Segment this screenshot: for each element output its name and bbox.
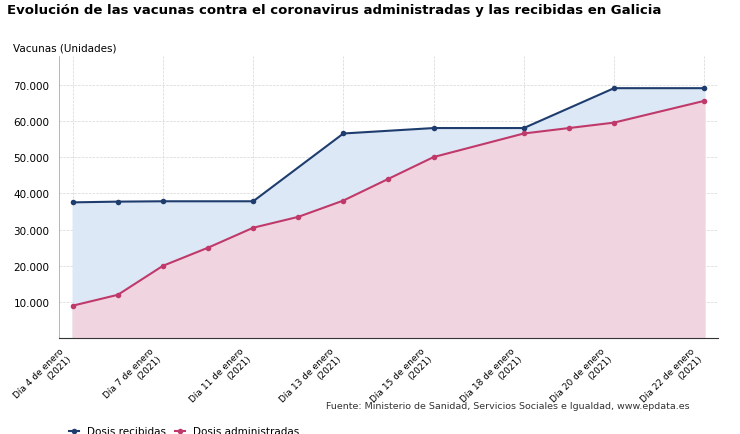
Dosis administradas <box>68 303 77 309</box>
Dosis administradas <box>519 132 528 137</box>
Dosis administradas <box>565 126 574 132</box>
Dosis recibidas <box>68 201 77 206</box>
Dosis recibidas <box>700 86 709 92</box>
Text: Evolución de las vacunas contra el coronavirus administradas y las recibidas en : Evolución de las vacunas contra el coron… <box>7 4 662 17</box>
Text: Fuente: Ministerio de Sanidad, Servicios Sociales e Igualdad, www.epdata.es: Fuente: Ministerio de Sanidad, Servicios… <box>326 401 689 410</box>
Dosis recibidas <box>519 126 528 132</box>
Dosis recibidas <box>113 200 122 205</box>
Dosis administradas <box>158 263 167 269</box>
Dosis recibidas <box>610 86 619 92</box>
Line: Dosis recibidas: Dosis recibidas <box>70 86 707 206</box>
Dosis recibidas <box>249 199 258 204</box>
Dosis administradas <box>204 246 212 251</box>
Dosis recibidas <box>339 132 348 137</box>
Dosis administradas <box>700 99 709 104</box>
Dosis recibidas <box>158 199 167 204</box>
Dosis administradas <box>249 226 258 231</box>
Dosis administradas <box>294 215 303 220</box>
Dosis administradas <box>429 155 438 160</box>
Dosis recibidas <box>429 126 438 132</box>
Line: Dosis administradas: Dosis administradas <box>70 99 707 309</box>
Dosis administradas <box>113 293 122 298</box>
Dosis administradas <box>339 198 348 204</box>
Dosis administradas <box>610 121 619 126</box>
Dosis administradas <box>384 177 393 182</box>
Text: Vacunas (Unidades): Vacunas (Unidades) <box>13 44 117 54</box>
Legend: Dosis recibidas, Dosis administradas: Dosis recibidas, Dosis administradas <box>64 422 304 434</box>
